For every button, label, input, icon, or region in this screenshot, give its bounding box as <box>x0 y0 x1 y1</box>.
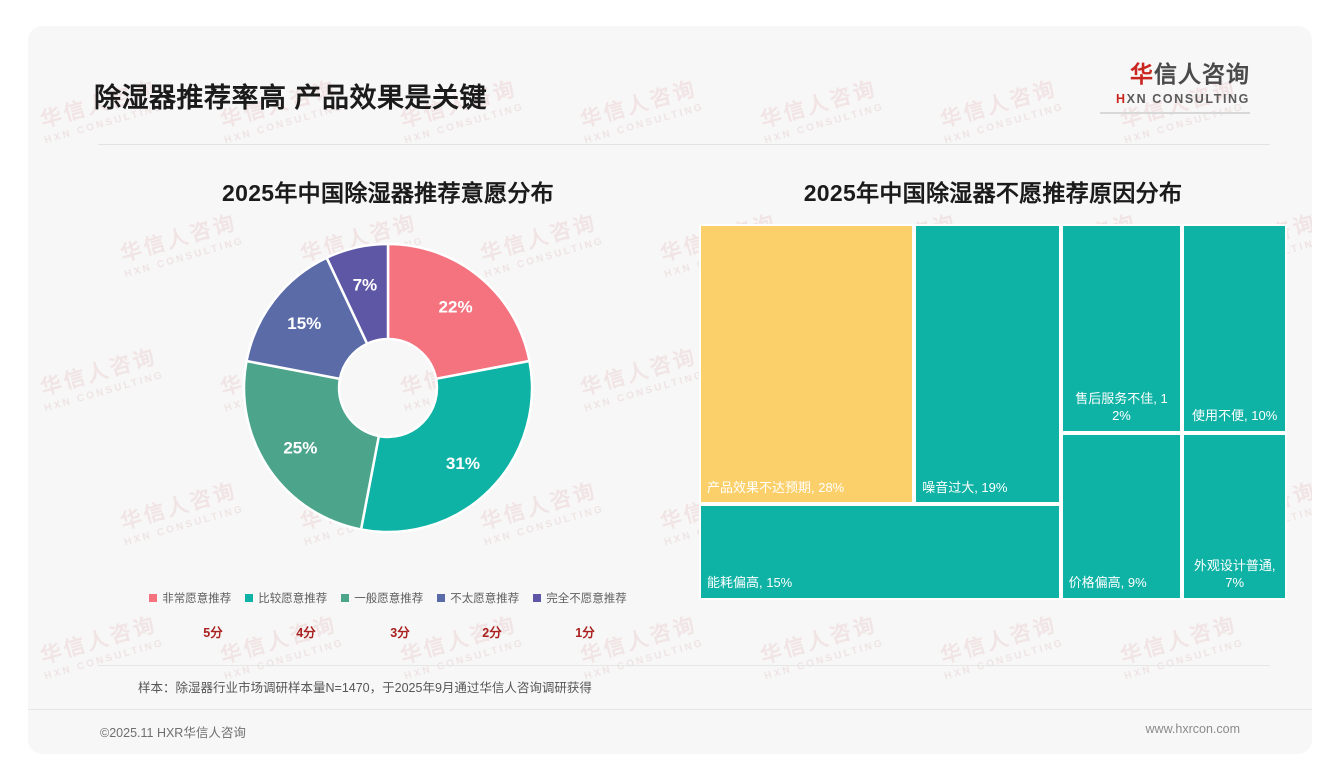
legend-item-label: 比较愿意推荐 <box>258 593 328 605</box>
logo-chinese-accent: 华 <box>1130 61 1154 87</box>
donut-slice-label: 15% <box>287 314 321 333</box>
watermark-english: HXN CONSULTING <box>583 637 706 683</box>
donut-slice[interactable] <box>359 359 534 534</box>
legend-swatch-icon <box>245 594 254 602</box>
legend-swatch-icon <box>533 594 542 602</box>
treemap-cell[interactable]: 产品效果不达预期, 28% <box>699 224 915 505</box>
donut-slice-label: 7% <box>353 276 378 295</box>
left-chart-title: 2025年中国除湿器推荐意愿分布 <box>222 180 554 206</box>
watermark-chinese: 华信人咨询 <box>938 613 1060 669</box>
website-link[interactable]: www.hxrcon.com <box>1145 722 1240 736</box>
watermark-english: HXN CONSULTING <box>43 637 166 683</box>
watermark-english: HXN CONSULTING <box>763 637 886 683</box>
treemap-cell[interactable]: 售后服务不佳, 12% <box>1060 224 1183 433</box>
logo-underline <box>1100 111 1250 114</box>
logo-chinese-rest: 信人咨询 <box>1154 61 1250 87</box>
donut-slice[interactable] <box>325 242 390 346</box>
legend-item-label: 非常愿意推荐 <box>162 593 232 605</box>
slide-canvas: 华信人咨询 HXN CONSULTING 华信人咨询 HXN CONSULTING 华信… <box>28 26 1312 754</box>
donut-chart: 22% 31% 25% 15% 7% <box>88 222 688 582</box>
legend-swatch-icon <box>149 594 158 602</box>
watermark-chinese: 华信人咨询 <box>758 613 880 669</box>
treemap-cell-label: 外观设计普通, 7% <box>1193 557 1276 591</box>
legend-swatch-icon <box>341 594 350 602</box>
footnote-divider <box>98 665 1270 666</box>
copyright-text: ©2025.11 HXR华信人咨询 <box>100 726 246 740</box>
treemap-cell-label: 售后服务不佳, 12% <box>1075 390 1168 424</box>
treemap-cell-label: 使用不便, 10% <box>1192 408 1278 424</box>
watermark-english: HXN CONSULTING <box>943 637 1066 683</box>
donut-slice-label: 22% <box>439 297 473 316</box>
score-scale: 5分 4分 3分 2分 1分 <box>88 622 688 644</box>
page-title: 除湿器推荐率高 产品效果是关键 <box>94 83 488 113</box>
treemap-cell[interactable]: 外观设计普通, 7% <box>1182 432 1287 600</box>
treemap-cell[interactable]: 价格偏高, 9% <box>1060 432 1183 600</box>
donut-slice-label: 31% <box>446 454 480 473</box>
legend-item-label: 完全不愿意推荐 <box>546 593 627 605</box>
footer-divider <box>28 709 1312 710</box>
legend-item-label: 一般愿意推荐 <box>354 593 424 605</box>
sample-note: 样本：除湿器行业市场调研样本量N=1470，于2025年9月通过华信人咨询调研获… <box>138 681 592 695</box>
score-label: 2分 <box>482 626 502 640</box>
score-label: 4分 <box>296 626 316 640</box>
treemap-cell-label: 价格偏高, 9% <box>1068 575 1147 591</box>
right-chart-title: 2025年中国除湿器不愿推荐原因分布 <box>803 180 1183 206</box>
header-divider <box>98 144 1270 145</box>
watermark-english: HXN CONSULTING <box>223 637 346 683</box>
legend-item[interactable]: 比较愿意推荐 <box>245 590 327 606</box>
legend-item[interactable]: 一般愿意推荐 <box>341 590 423 606</box>
donut-slice[interactable] <box>245 256 369 381</box>
treemap-cell[interactable]: 能耗偏高, 15% <box>699 504 1061 600</box>
treemap-cell-label: 产品效果不达预期, 28% <box>707 479 845 495</box>
treemap-cell-label: 噪音过大, 19% <box>922 479 1008 495</box>
legend-swatch-icon <box>437 594 446 602</box>
panel-recommendation-willingness: 2025年中国除湿器推荐意愿分布 22% 31% 25% 15% 7% 非常愿意推荐 比较… <box>88 152 688 644</box>
legend-item[interactable]: 完全不愿意推荐 <box>533 590 627 606</box>
legend-item[interactable]: 非常愿意推荐 <box>149 590 231 606</box>
logo-english: HXN CONSULTING <box>1100 93 1250 106</box>
donut-slice-label: 25% <box>283 439 317 458</box>
watermark-english: HXN CONSULTING <box>1123 637 1246 683</box>
treemap-cell-label: 能耗偏高, 15% <box>707 575 793 591</box>
brand-logo: 华信人咨询 HXN CONSULTING <box>1100 63 1250 114</box>
treemap-chart: 产品效果不达预期, 28% 噪音过大, 19% 能耗偏高, 15% 售后服务不佳, 1… <box>699 224 1287 600</box>
slide-footer: ©2025.11 HXR华信人咨询 www.hxrcon.com <box>28 710 1312 754</box>
logo-chinese: 华信人咨询 <box>1100 63 1250 86</box>
legend-item[interactable]: 不太愿意推荐 <box>437 590 519 606</box>
logo-english-accent: H <box>1116 92 1127 106</box>
score-label: 5分 <box>203 626 223 640</box>
score-label: 3分 <box>390 626 410 640</box>
donut-legend: 非常愿意推荐 比较愿意推荐 一般愿意推荐 不太愿意推荐 完全不愿意推荐 <box>88 590 688 606</box>
donut-slice[interactable] <box>386 242 531 381</box>
score-label: 1分 <box>575 626 595 640</box>
logo-english-rest: XN CONSULTING <box>1126 92 1250 106</box>
slide-header: 除湿器推荐率高 产品效果是关键 华信人咨询 HXN CONSULTING <box>28 26 1312 120</box>
watermark-english: HXN CONSULTING <box>403 637 526 683</box>
treemap-cell[interactable]: 噪音过大, 19% <box>914 224 1061 505</box>
panel-reasons-not-recommend: 2025年中国除湿器不愿推荐原因分布 产品效果不达预期, 28% 噪音过大, 19… <box>688 152 1298 600</box>
legend-item-label: 不太愿意推荐 <box>450 593 520 605</box>
donut-slice[interactable] <box>242 359 381 531</box>
donut-svg: 22% 31% 25% 15% 7% <box>242 242 534 534</box>
watermark-chinese: 华信人咨询 <box>1118 613 1240 669</box>
treemap-cell[interactable]: 使用不便, 10% <box>1182 224 1287 433</box>
